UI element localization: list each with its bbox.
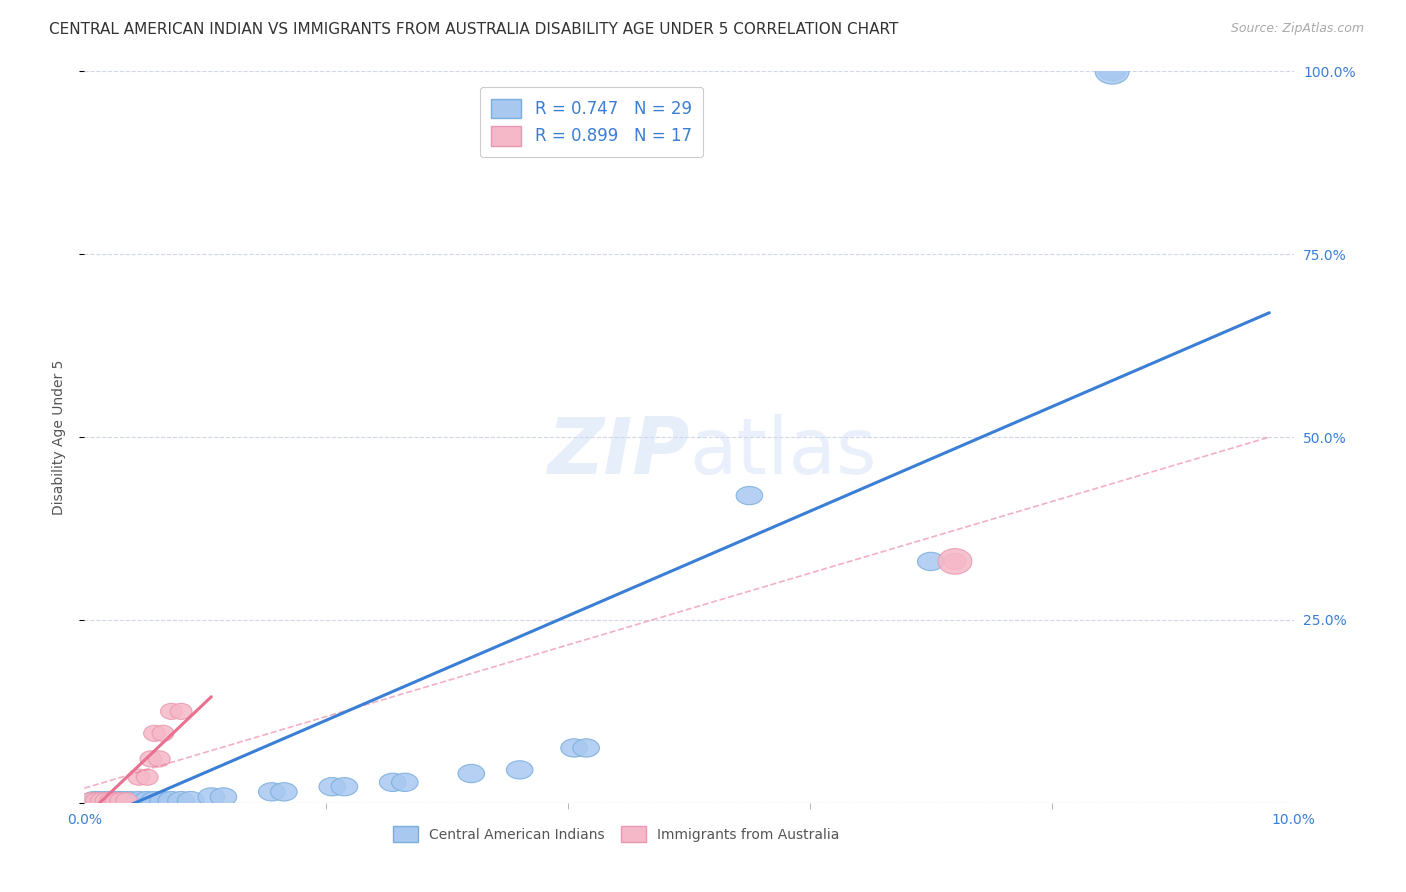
Ellipse shape [97, 791, 124, 810]
Ellipse shape [110, 791, 136, 810]
Ellipse shape [391, 773, 418, 791]
Ellipse shape [198, 788, 225, 806]
Ellipse shape [506, 761, 533, 779]
Ellipse shape [270, 782, 297, 801]
Ellipse shape [157, 791, 184, 810]
Ellipse shape [152, 725, 174, 741]
Ellipse shape [141, 791, 167, 810]
Ellipse shape [134, 791, 160, 810]
Ellipse shape [330, 778, 357, 796]
Ellipse shape [105, 793, 127, 809]
Ellipse shape [80, 793, 101, 809]
Ellipse shape [170, 703, 193, 720]
Ellipse shape [209, 788, 236, 806]
Ellipse shape [110, 793, 132, 809]
Ellipse shape [96, 793, 117, 809]
Ellipse shape [918, 552, 943, 571]
Ellipse shape [105, 791, 132, 810]
Ellipse shape [100, 793, 122, 809]
Text: atlas: atlas [689, 414, 876, 490]
Ellipse shape [458, 764, 485, 782]
Ellipse shape [160, 703, 183, 720]
Ellipse shape [177, 791, 204, 810]
Ellipse shape [117, 791, 143, 810]
Y-axis label: Disability Age Under 5: Disability Age Under 5 [52, 359, 66, 515]
Ellipse shape [1095, 59, 1129, 84]
Ellipse shape [380, 773, 406, 791]
Ellipse shape [561, 739, 588, 757]
Text: CENTRAL AMERICAN INDIAN VS IMMIGRANTS FROM AUSTRALIA DISABILITY AGE UNDER 5 CORR: CENTRAL AMERICAN INDIAN VS IMMIGRANTS FR… [49, 22, 898, 37]
Ellipse shape [143, 725, 166, 741]
Ellipse shape [943, 553, 966, 569]
Ellipse shape [737, 486, 762, 505]
Ellipse shape [80, 791, 107, 810]
Ellipse shape [938, 549, 972, 574]
Ellipse shape [149, 751, 170, 767]
Ellipse shape [93, 791, 120, 810]
Ellipse shape [128, 769, 149, 785]
Ellipse shape [141, 751, 162, 767]
Ellipse shape [1099, 62, 1125, 80]
Ellipse shape [167, 791, 194, 810]
Ellipse shape [86, 793, 107, 809]
Ellipse shape [149, 791, 176, 810]
Ellipse shape [115, 793, 138, 809]
Ellipse shape [136, 769, 157, 785]
Ellipse shape [572, 739, 599, 757]
Legend: Central American Indians, Immigrants from Australia: Central American Indians, Immigrants fro… [385, 818, 848, 851]
Ellipse shape [125, 791, 152, 810]
Ellipse shape [259, 782, 285, 801]
Ellipse shape [319, 778, 346, 796]
Text: Source: ZipAtlas.com: Source: ZipAtlas.com [1230, 22, 1364, 36]
Text: ZIP: ZIP [547, 414, 689, 490]
Ellipse shape [86, 791, 112, 810]
Ellipse shape [90, 793, 112, 809]
